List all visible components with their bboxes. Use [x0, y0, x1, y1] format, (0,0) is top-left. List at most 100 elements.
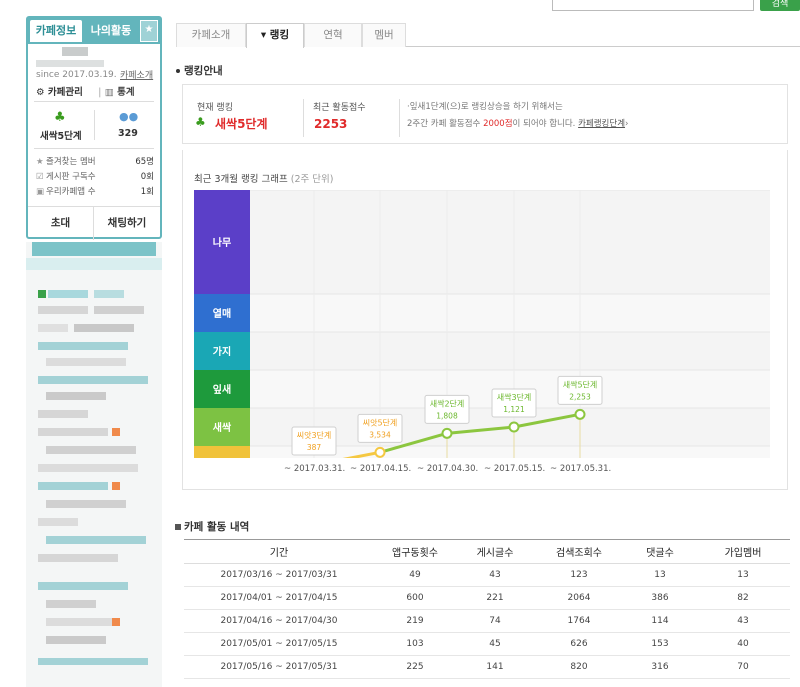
ranking-info-box: 현재 랭킹 ♣ 새싹5단계 최근 활동점수 2253 ·잎새1단계(으)로 랭킹…: [182, 84, 788, 144]
menu-item[interactable]: [46, 446, 136, 454]
menu-item[interactable]: [38, 324, 68, 332]
menu-item[interactable]: [38, 518, 78, 526]
menu-item[interactable]: [38, 464, 138, 472]
stats-link[interactable]: | ▥ 통계: [98, 84, 135, 98]
menu-item[interactable]: [38, 554, 118, 562]
menu-item[interactable]: [46, 358, 126, 366]
menu-item[interactable]: [38, 482, 108, 490]
menu-item[interactable]: [46, 536, 146, 544]
point-score-label: 3,534: [369, 430, 391, 439]
point-label-box: [291, 426, 337, 456]
table-cell: 74: [456, 609, 534, 633]
since-date: since 2017.03.19.: [36, 70, 117, 80]
main-content: 카페소개 ▾ 랭킹 연혁 멤버 랭킹안내 현재 랭킹 ♣ 새싹5단계 최근 활동…: [170, 0, 800, 687]
activity-table-title-text: 카페 활동 내역: [184, 521, 250, 533]
graph-subtitle: (2주 단위): [290, 174, 334, 185]
point-label-box: [424, 394, 470, 424]
point-score-label: 1,808: [436, 411, 458, 420]
cafe-rank-levels-link[interactable]: 카페랭킹단계: [578, 119, 626, 129]
level-band: [194, 446, 250, 458]
table-cell: 123: [534, 563, 624, 587]
sidebar-menu-blurred: [26, 242, 162, 687]
menu-new-badge: [112, 428, 120, 436]
menu-item[interactable]: [46, 618, 116, 626]
app-icon: ▣: [36, 187, 45, 197]
divider: [34, 101, 154, 102]
level-row: [250, 332, 770, 370]
table-cell: 43: [696, 609, 790, 633]
menu-item[interactable]: [46, 500, 126, 508]
col-search-views: 검색조회수: [534, 539, 624, 564]
point-rank-label: 새싹3단계: [497, 392, 532, 402]
cafe-app-row[interactable]: ▣ 우리카페앱 수 1회: [36, 185, 154, 197]
menu-item[interactable]: [94, 290, 124, 298]
menu-item[interactable]: [38, 376, 148, 384]
menu-item[interactable]: [46, 636, 106, 644]
tab-my-activity[interactable]: 나의활동: [90, 24, 132, 37]
invite-button[interactable]: 초대: [28, 207, 94, 240]
menu-item[interactable]: [38, 582, 128, 590]
menu-item[interactable]: [46, 600, 96, 608]
menu-item[interactable]: [38, 428, 108, 436]
search-input[interactable]: [552, 0, 754, 11]
table-cell: 600: [374, 586, 456, 610]
search-button[interactable]: 검색: [760, 0, 800, 11]
tab-cafe-info[interactable]: 카페정보: [30, 20, 82, 42]
data-point: [508, 421, 520, 433]
menu-item[interactable]: [46, 392, 106, 400]
row-value: 0회: [140, 172, 154, 182]
menu-item[interactable]: [38, 290, 46, 298]
divider: [94, 110, 95, 140]
point-score-label: 2,253: [569, 392, 591, 401]
table-cell: 13: [696, 563, 790, 587]
board-subscribe-row[interactable]: ☑ 게시판 구독수 0회: [36, 170, 154, 182]
point-label-box: [357, 413, 403, 443]
menu-item[interactable]: [38, 410, 88, 418]
tab-history[interactable]: 연혁: [304, 23, 362, 47]
tab-ranking[interactable]: ▾ 랭킹: [246, 23, 304, 48]
chat-button[interactable]: 채팅하기: [107, 217, 147, 229]
table-row: 2017/05/16 ~ 2017/05/31 225 141 820 316 70: [184, 655, 790, 679]
stats-label: 통계: [117, 87, 135, 98]
data-point: [574, 408, 586, 420]
table-cell: 103: [374, 632, 456, 656]
table-cell: 153: [624, 632, 696, 656]
member-count[interactable]: 329: [118, 128, 138, 139]
menu-header: [32, 242, 156, 256]
members-icon: ●●: [119, 110, 139, 123]
sidebar-buttons: 초대 채팅하기: [28, 206, 160, 240]
star-icon: ★: [36, 157, 44, 167]
menu-item[interactable]: [48, 290, 88, 298]
data-point: [374, 446, 386, 458]
graph-box: [182, 150, 788, 490]
menu-item[interactable]: [94, 306, 144, 314]
graph-title-text: 최근 3개월 랭킹 그래프: [194, 174, 288, 185]
menu-item[interactable]: [38, 306, 88, 314]
col-posts: 게시글수: [456, 539, 534, 564]
cafe-manage-link[interactable]: ⚙ 카페관리: [36, 84, 83, 98]
divider: [303, 99, 304, 137]
star-icon[interactable]: ★: [140, 20, 158, 42]
table-cell: 70: [696, 655, 790, 679]
rank-note-line2: 2주간 카페 활동점수 2000점이 되어야 합니다. 카페랭킹단계›: [407, 117, 628, 129]
tab-members[interactable]: 멤버: [362, 23, 406, 47]
menu-item[interactable]: [38, 342, 128, 350]
row-value: 1회: [140, 187, 154, 197]
menu-item[interactable]: [38, 658, 148, 665]
menu-new-badge: [112, 482, 120, 490]
favorite-members-row[interactable]: ★ 즐겨찾는 멤버 65명: [36, 155, 154, 167]
ranking-chart: 나무열매가지잎새새싹씨앗씨앗3단계387씨앗5단계3,534새싹2단계1,808…: [194, 190, 770, 458]
table-cell: 316: [624, 655, 696, 679]
rank-name[interactable]: 새싹5단계: [40, 131, 82, 142]
divider: [34, 148, 154, 149]
col-app-launch: 앱구동횟수: [374, 539, 456, 564]
menu-item[interactable]: [74, 324, 134, 332]
cafe-intro-link[interactable]: 카페소개: [120, 71, 154, 81]
tab-cafe-intro[interactable]: 카페소개: [176, 23, 246, 47]
table-cell: 49: [374, 563, 456, 587]
level-row: [250, 294, 770, 332]
col-new-members: 가입멤버: [696, 539, 790, 564]
rank-note-line1: ·잎새1단계(으)로 랭킹상승을 하기 위해서는: [407, 102, 563, 112]
point-score-label: 387: [307, 443, 322, 452]
sprout-rank-icon: ♣: [54, 110, 66, 125]
